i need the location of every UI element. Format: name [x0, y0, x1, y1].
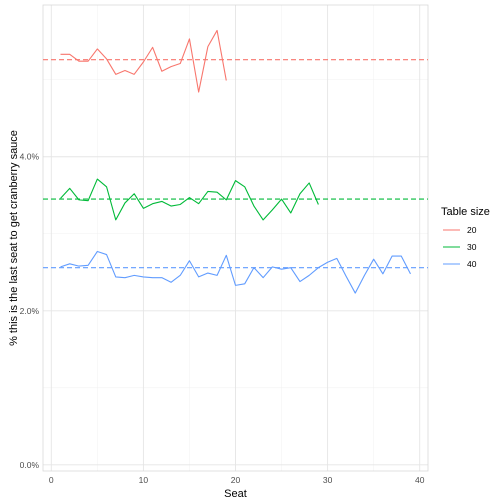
y-axis-ticks: 0.0% 2.0% 4.0% [20, 152, 40, 470]
x-axis-ticks: 0 10 20 30 40 [49, 475, 425, 485]
x-tick-label: 40 [415, 475, 425, 485]
series-line-40 [60, 250, 411, 294]
series-line-20 [60, 29, 227, 93]
series-line-30 [60, 178, 319, 221]
legend-label-30: 30 [467, 242, 477, 252]
plot-panel-border [42, 4, 429, 472]
y-tick-label: 0.0% [20, 460, 40, 470]
y-tick-label: 2.0% [20, 306, 40, 316]
y-axis-title: % this is the last seat to get cranberry… [8, 130, 20, 346]
x-tick-label: 20 [231, 475, 241, 485]
legend: 20 30 40 [443, 225, 477, 269]
legend-label-40: 40 [467, 259, 477, 269]
grid-lines [43, 5, 428, 471]
series-lines [60, 29, 411, 294]
legend-label-20: 20 [467, 225, 477, 235]
x-tick-label: 30 [323, 475, 333, 485]
x-tick-label: 0 [49, 475, 54, 485]
x-tick-label: 10 [139, 475, 149, 485]
legend-title: Table size [441, 206, 490, 218]
x-axis-title: Seat [224, 488, 247, 500]
y-tick-label: 4.0% [20, 152, 40, 162]
